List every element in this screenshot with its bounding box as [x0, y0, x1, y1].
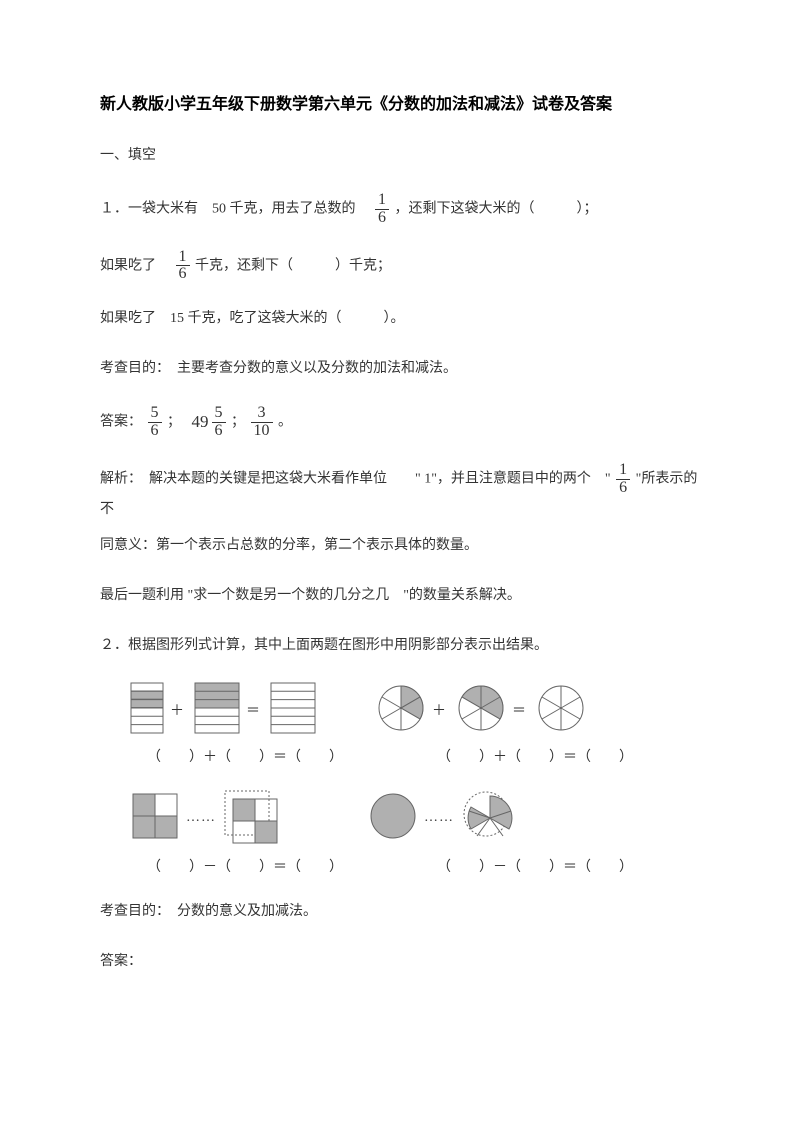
- end: 。: [278, 415, 292, 430]
- square-b: [222, 788, 278, 844]
- q2-text: ２．根据图形列式计算，其中上面两题在图形中用阴影部分表示出结果。: [100, 632, 700, 660]
- equals-sign-2: ＝: [512, 700, 530, 720]
- diagram-right-sub: ……: [368, 788, 520, 844]
- diagram-block: ＋ ＝: [130, 682, 700, 876]
- q1a-pre: １．一袋大米有 50 千克，用去了总数的: [100, 202, 370, 217]
- q1-line-a: １．一袋大米有 50 千克，用去了总数的 1 6 ，还剩下这袋大米的（ ）；: [100, 192, 700, 227]
- pie-c: [536, 683, 586, 733]
- circle-full: [368, 791, 418, 841]
- page-title: 新人教版小学五年级下册数学第六单元《分数的加法和减法》试卷及答案: [100, 90, 700, 114]
- pie-a: [376, 683, 426, 733]
- eq4: （ ）－（ ）＝（ ）: [420, 856, 650, 876]
- fraction-1-6: 1 6: [375, 192, 389, 227]
- mixed-49-5-6: 49 5 6: [192, 405, 228, 440]
- eq-row-2: （ ）－（ ）＝（ ） （ ）－（ ）＝（ ）: [130, 856, 700, 876]
- answer-2: 答案：: [100, 948, 700, 976]
- eq2: （ ）＋（ ）＝（ ）: [420, 746, 650, 766]
- diagram-row-2: …… ……: [130, 788, 700, 844]
- diagram-right-add: ＋ ＝: [376, 683, 586, 733]
- answer-1: 答案： 5 6 ； 49 5 6 ； 3 10 。: [100, 405, 700, 440]
- analysis-pre: 解析： 解决本题的关键是把这袋大米看作单位 " 1"，并且注意题目中的两个 ": [100, 471, 611, 486]
- fraction-3-10: 3 10: [251, 405, 273, 440]
- rect-grid-a: [130, 682, 164, 734]
- q1b-pre: 如果吃了: [100, 258, 170, 273]
- ans-label: 答案：: [100, 415, 142, 430]
- square-a: [130, 791, 180, 841]
- sep2: ；: [231, 415, 245, 430]
- q1-line-c: 如果吃了 15 千克，吃了这袋大米的（ ）。: [100, 305, 700, 333]
- analysis-1-l1: 解析： 解决本题的关键是把这袋大米看作单位 " 1"，并且注意题目中的两个 " …: [100, 462, 700, 525]
- diagram-row-1: ＋ ＝: [130, 682, 700, 734]
- exam-purpose-1: 考查目的： 主要考查分数的意义以及分数的加法和减法。: [100, 355, 700, 383]
- eq-row-1: （ ）＋（ ）＝（ ） （ ）＋（ ）＝（ ）: [130, 746, 700, 766]
- analysis-1-l2: 同意义：第一个表示占总数的分率，第二个表示具体的数量。: [100, 532, 700, 560]
- eq1: （ ）＋（ ）＝（ ）: [130, 746, 360, 766]
- minus-dots-2: ……: [424, 810, 454, 826]
- equals-sign: ＝: [246, 700, 264, 720]
- exam-purpose-2: 考查目的： 分数的意义及加减法。: [100, 898, 700, 926]
- rect-grid-c: [270, 682, 316, 734]
- rect-grid-b: [194, 682, 240, 734]
- fraction-1-6-c: 1 6: [616, 462, 630, 497]
- section-1-label: 一、填空: [100, 144, 700, 164]
- q1a-post: ，还剩下这袋大米的（ ）；: [395, 202, 598, 217]
- pie-b: [456, 683, 506, 733]
- plus-sign-2: ＋: [432, 700, 450, 720]
- eq3: （ ）－（ ）＝（ ）: [130, 856, 360, 876]
- fraction-5-6: 5 6: [148, 405, 162, 440]
- diagram-left-add: ＋ ＝: [130, 682, 316, 734]
- circle-part: [460, 788, 520, 844]
- diagram-left-sub: ……: [130, 788, 278, 844]
- analysis-1-l3: 最后一题利用 "求一个数是另一个数的几分之几 "的数量关系解决。: [100, 582, 700, 610]
- q1-line-b: 如果吃了 1 6 千克，还剩下（ ）千克；: [100, 249, 700, 284]
- fraction-1-6-b: 1 6: [176, 249, 190, 284]
- q1b-post: 千克，还剩下（ ）千克；: [195, 258, 391, 273]
- document-page: 新人教版小学五年级下册数学第六单元《分数的加法和减法》试卷及答案 一、填空 １．…: [0, 0, 800, 1058]
- sep: ；: [167, 415, 188, 430]
- plus-sign: ＋: [170, 700, 188, 720]
- minus-dots: ……: [186, 810, 216, 826]
